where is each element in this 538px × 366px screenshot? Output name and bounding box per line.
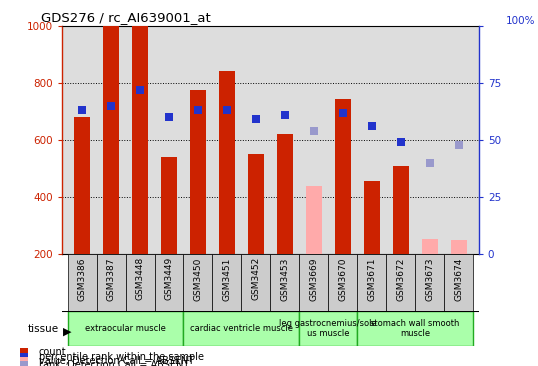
- Text: GSM3453: GSM3453: [280, 257, 289, 300]
- Bar: [328, 254, 357, 311]
- Text: count: count: [39, 347, 67, 358]
- Bar: [183, 311, 299, 346]
- Bar: [154, 254, 183, 311]
- Bar: [68, 311, 183, 346]
- Bar: [415, 254, 444, 311]
- Point: [107, 103, 115, 109]
- Text: GDS276 / rc_AI639001_at: GDS276 / rc_AI639001_at: [41, 11, 211, 25]
- Point: [223, 107, 231, 113]
- Text: leg gastrocnemius/sole
us muscle: leg gastrocnemius/sole us muscle: [279, 319, 377, 338]
- Bar: [422, 239, 437, 254]
- Text: GSM3449: GSM3449: [165, 257, 173, 300]
- Point: [397, 139, 405, 145]
- Bar: [306, 186, 322, 254]
- Bar: [103, 26, 119, 254]
- Bar: [271, 254, 299, 311]
- Bar: [213, 254, 242, 311]
- Text: 100%: 100%: [506, 16, 535, 26]
- Point: [367, 123, 376, 129]
- Point: [136, 87, 144, 93]
- Bar: [132, 26, 148, 254]
- Point: [378, 232, 387, 238]
- Point: [309, 128, 318, 134]
- Text: GSM3452: GSM3452: [251, 257, 260, 300]
- Bar: [183, 254, 213, 311]
- Bar: [386, 254, 415, 311]
- Text: GSM3451: GSM3451: [222, 257, 231, 300]
- Bar: [299, 311, 357, 346]
- Bar: [190, 90, 206, 254]
- Bar: [97, 254, 125, 311]
- Bar: [219, 71, 235, 254]
- Bar: [125, 254, 154, 311]
- Point: [454, 142, 463, 147]
- Text: GSM3671: GSM3671: [367, 257, 376, 301]
- Text: GSM3672: GSM3672: [396, 257, 405, 300]
- Text: GSM3670: GSM3670: [338, 257, 347, 301]
- Bar: [364, 180, 380, 254]
- Point: [252, 116, 260, 122]
- Bar: [393, 166, 408, 254]
- Bar: [451, 240, 466, 254]
- Point: [194, 107, 202, 113]
- Point: [378, 310, 387, 316]
- Bar: [357, 311, 473, 346]
- Point: [426, 160, 434, 166]
- Point: [338, 110, 347, 116]
- Text: stomach wall smooth
muscle: stomach wall smooth muscle: [371, 319, 460, 338]
- Bar: [299, 254, 328, 311]
- Text: GSM3386: GSM3386: [77, 257, 87, 301]
- Text: GSM3387: GSM3387: [107, 257, 116, 301]
- Text: GSM3674: GSM3674: [454, 257, 463, 300]
- Bar: [74, 117, 90, 254]
- Bar: [277, 134, 293, 254]
- Point: [78, 107, 87, 113]
- Point: [165, 114, 173, 120]
- Point: [378, 349, 387, 355]
- Bar: [248, 154, 264, 254]
- Point: [378, 271, 387, 277]
- Bar: [335, 98, 351, 254]
- Text: cardiac ventricle muscle: cardiac ventricle muscle: [190, 324, 293, 333]
- Text: extraocular muscle: extraocular muscle: [85, 324, 166, 333]
- Point: [280, 112, 289, 118]
- Text: percentile rank within the sample: percentile rank within the sample: [39, 352, 204, 362]
- Text: GSM3673: GSM3673: [425, 257, 434, 301]
- Bar: [161, 157, 177, 254]
- Text: rank, Detection Call = ABSENT: rank, Detection Call = ABSENT: [39, 361, 189, 366]
- Text: value, Detection Call = ABSENT: value, Detection Call = ABSENT: [39, 356, 194, 366]
- Text: ▶: ▶: [63, 327, 72, 337]
- Bar: [68, 254, 97, 311]
- Bar: [242, 254, 270, 311]
- Bar: [357, 254, 386, 311]
- Text: GSM3450: GSM3450: [194, 257, 202, 300]
- Text: GSM3669: GSM3669: [309, 257, 318, 301]
- Text: tissue: tissue: [28, 324, 59, 334]
- Bar: [444, 254, 473, 311]
- Text: GSM3448: GSM3448: [136, 257, 145, 300]
